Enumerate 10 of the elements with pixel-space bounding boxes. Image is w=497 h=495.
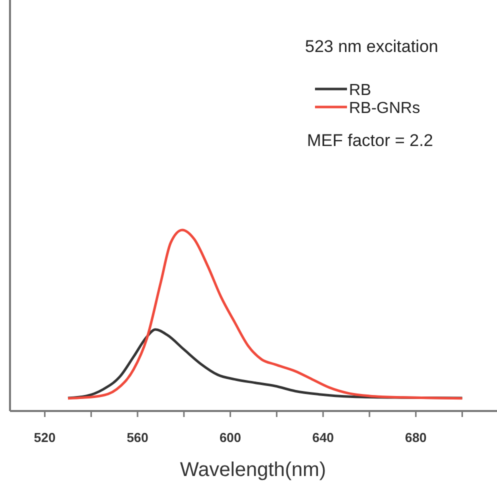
text: MEF factor = 2.2 — [307, 131, 434, 150]
legend-label: RB-GNRs — [349, 100, 420, 117]
x-tick-label: 600 — [219, 430, 242, 445]
x-axis-title: Wavelength(nm) — [180, 459, 326, 481]
x-tick-label: 520 — [34, 430, 56, 445]
legend-label: RB — [349, 82, 372, 99]
x-tick-label: 560 — [126, 430, 148, 445]
x-tick-label: 640 — [312, 430, 334, 445]
text: 523 nm excitation — [305, 37, 438, 56]
x-tick-label: 680 — [404, 430, 427, 445]
